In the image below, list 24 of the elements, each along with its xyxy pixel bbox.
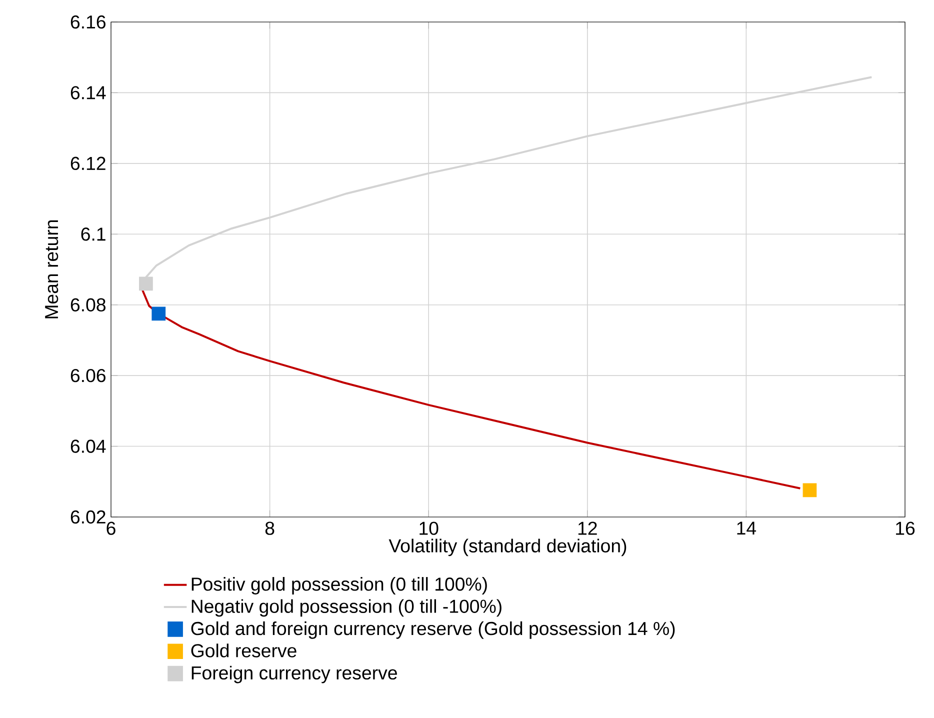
x-tick-label: 16 [896, 522, 915, 535]
x-axis-title: Volatility (standard deviation) [388, 538, 626, 556]
x-tick-label: 12 [578, 522, 597, 535]
y-tick-label: 6.1 [81, 228, 106, 241]
y-tick-label: 6.04 [70, 440, 106, 453]
y-tick-label: 6.02 [70, 510, 106, 524]
y-axis-title: Mean return [45, 220, 58, 318]
legend-label: Foreign currency reserve [192, 666, 397, 684]
y-tick-label: 6.12 [70, 156, 106, 170]
point [139, 276, 153, 291]
point [152, 306, 166, 321]
x-tick-label: 8 [265, 522, 274, 535]
x-tick-label: 6 [106, 522, 116, 535]
x-tick-label: 14 [737, 522, 756, 535]
y-tick-label: 6.06 [70, 368, 106, 382]
y-tick-label: 6.14 [70, 86, 106, 100]
y-tick-label: 6.16 [70, 15, 106, 29]
legend-label: Gold reserve [191, 644, 296, 658]
point [802, 483, 817, 498]
legend-label: Negativ gold possession (0 till -100%) [192, 599, 502, 617]
x-tick-label: 10 [420, 522, 438, 535]
y-tick-label: 6.08 [70, 298, 106, 312]
legend-label: Positiv gold possession (0 till 100%) [192, 577, 487, 594]
legend-label: Gold and foreign currency reserve (Gold possession 14 %) [191, 621, 675, 639]
